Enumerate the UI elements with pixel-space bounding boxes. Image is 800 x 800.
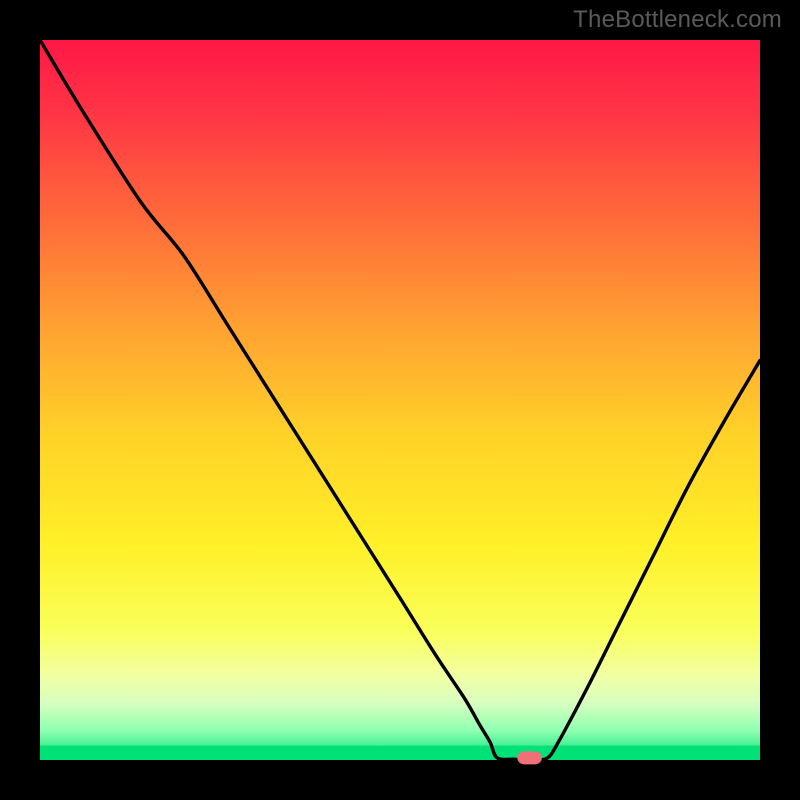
bottleneck-curve-chart <box>0 0 800 800</box>
chart-container: TheBottleneck.com <box>0 0 800 800</box>
optimal-marker <box>517 751 541 764</box>
chart-baseline-band <box>40 746 760 760</box>
chart-plot-area <box>40 40 760 760</box>
